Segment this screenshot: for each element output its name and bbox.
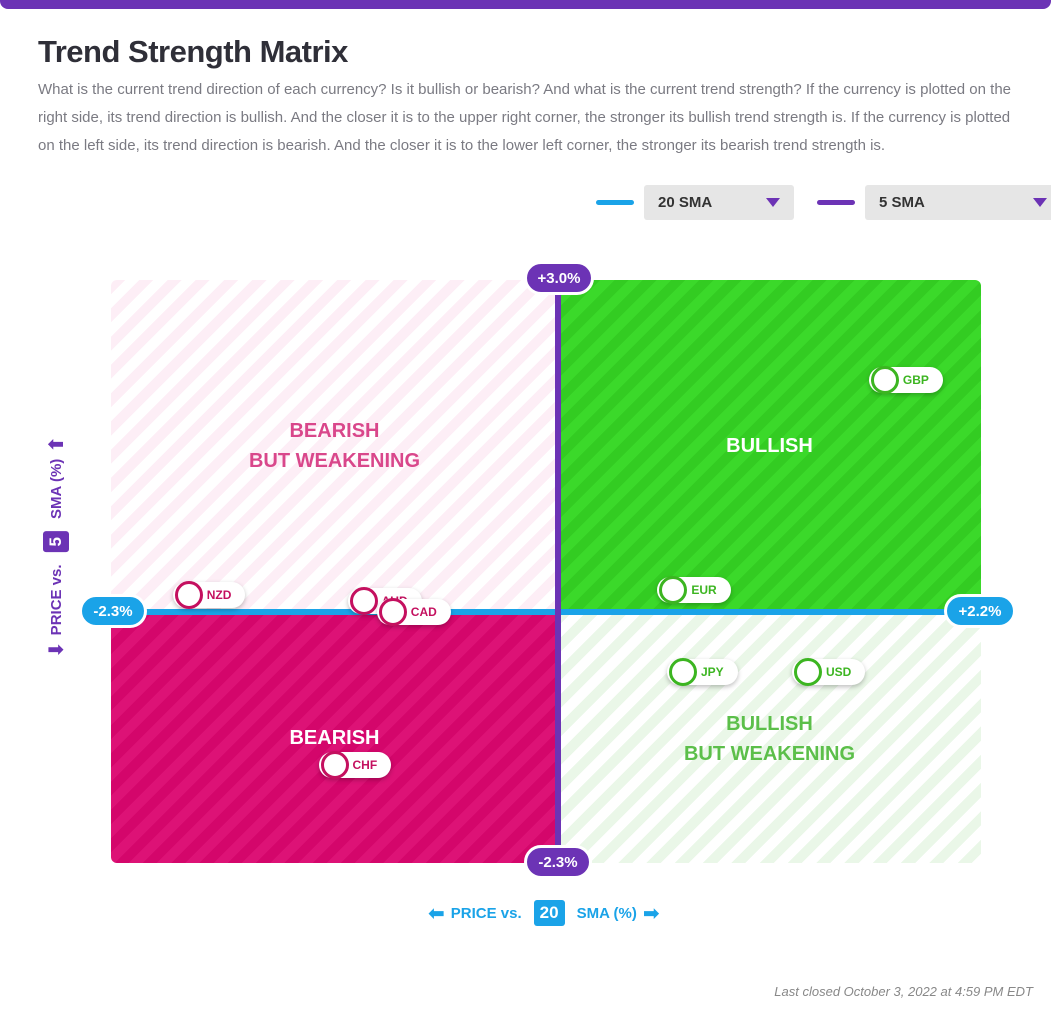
quadrant-label-line1: BULLISH: [726, 713, 813, 735]
currency-label: USD: [825, 665, 852, 680]
currency-label: GBP: [902, 372, 929, 387]
chevron-down-icon: [766, 198, 780, 207]
sma-x-dropdown[interactable]: 20 SMA: [644, 185, 794, 220]
currency-label: CHF: [352, 757, 378, 772]
y-axis-title-prefix: PRICE vs.: [47, 564, 65, 636]
arrow-left-icon: ⬅: [428, 902, 445, 925]
x-axis-title-suffix: SMA (%): [576, 904, 637, 922]
sma-y-dropdown[interactable]: 5 SMA: [865, 185, 1051, 220]
currency-label: JPY: [700, 665, 724, 680]
currency-point-jpy[interactable]: JPY: [666, 658, 738, 687]
sma-x-dropdown-value: 20 SMA: [658, 194, 713, 211]
currency-label: EUR: [691, 582, 717, 597]
quadrant-bearish: BEARISH: [111, 612, 558, 863]
arrow-down-icon: ⬇: [45, 641, 68, 659]
x-axis-title-prefix: PRICE vs.: [450, 904, 522, 922]
quadrant-label-bullish-weakening: BULLISH BUT WEAKENING: [558, 709, 981, 769]
currency-label: NZD: [206, 588, 232, 603]
chevron-down-icon: [1033, 198, 1047, 207]
top-accent-bar: [0, 0, 1051, 9]
currency-marker: [349, 586, 378, 615]
currency-label: CAD: [410, 605, 437, 619]
x-axis-max-label: +2.2%: [944, 594, 1016, 628]
y-axis-title: ⬇ PRICE vs. 5 SMA (%) ⬆: [38, 430, 74, 665]
currency-marker: [668, 658, 697, 687]
page-description: What is the current trend direction of e…: [38, 81, 1012, 154]
x-axis-sma-number[interactable]: 20: [533, 900, 565, 926]
y-axis-max-label: +3.0%: [524, 261, 594, 295]
currency-marker: [793, 658, 822, 687]
sma-y-control: 5 SMA: [817, 185, 1051, 220]
currency-point-nzd[interactable]: NZD: [172, 581, 246, 610]
currency-point-usd[interactable]: USD: [791, 658, 866, 687]
currency-point-chf[interactable]: CHF: [318, 750, 392, 779]
quadrant-bearish-weakening: BEARISH BUT WEAKENING: [111, 280, 558, 612]
y-axis-title-suffix: SMA (%): [47, 458, 65, 519]
currency-marker: [870, 365, 899, 394]
sma-y-legend-line: [817, 200, 855, 205]
sma-x-legend-line: [596, 200, 634, 205]
quadrant-label-bearish: BEARISH: [111, 723, 558, 753]
currency-point-eur[interactable]: EUR: [657, 575, 731, 604]
quadrant-label-line1: BULLISH: [726, 435, 813, 457]
y-axis-min-label: -2.3%: [524, 845, 592, 879]
arrow-right-icon: ➡: [642, 902, 660, 925]
arrow-up-icon: ⬆: [45, 435, 68, 453]
currency-marker: [320, 750, 349, 779]
currency-marker: [378, 598, 407, 626]
x-axis-line: [111, 609, 981, 615]
currency-marker: [174, 581, 203, 610]
currency-point-gbp[interactable]: GBP: [868, 365, 943, 394]
quadrant-label-line2: BUT WEAKENING: [248, 450, 421, 472]
x-axis-min-label: -2.3%: [79, 594, 147, 628]
currency-point-cad[interactable]: CAD: [376, 598, 451, 626]
page-title: Trend Strength Matrix: [38, 34, 348, 69]
quadrant-bullish-weakening: BULLISH BUT WEAKENING: [558, 612, 981, 863]
quadrant-label-line2: BUT WEAKENING: [683, 743, 856, 765]
last-closed-timestamp: Last closed October 3, 2022 at 4:59 PM E…: [774, 984, 1033, 999]
quadrant-label-bearish-weakening: BEARISH BUT WEAKENING: [111, 416, 558, 476]
sma-x-control: 20 SMA: [596, 185, 794, 220]
sma-y-dropdown-value: 5 SMA: [879, 194, 925, 211]
quadrant-label-bullish: BULLISH: [558, 431, 981, 461]
y-axis-sma-number[interactable]: 5: [43, 530, 69, 553]
x-axis-title: ⬅ PRICE vs. 20 SMA (%) ➡: [428, 900, 660, 926]
currency-marker: [659, 575, 688, 604]
y-axis-line: [555, 280, 561, 863]
quadrant-label-line1: BEARISH: [289, 420, 380, 442]
quadrant-bullish: BULLISH: [558, 280, 981, 612]
quadrant-label-line1: BEARISH: [289, 727, 380, 749]
